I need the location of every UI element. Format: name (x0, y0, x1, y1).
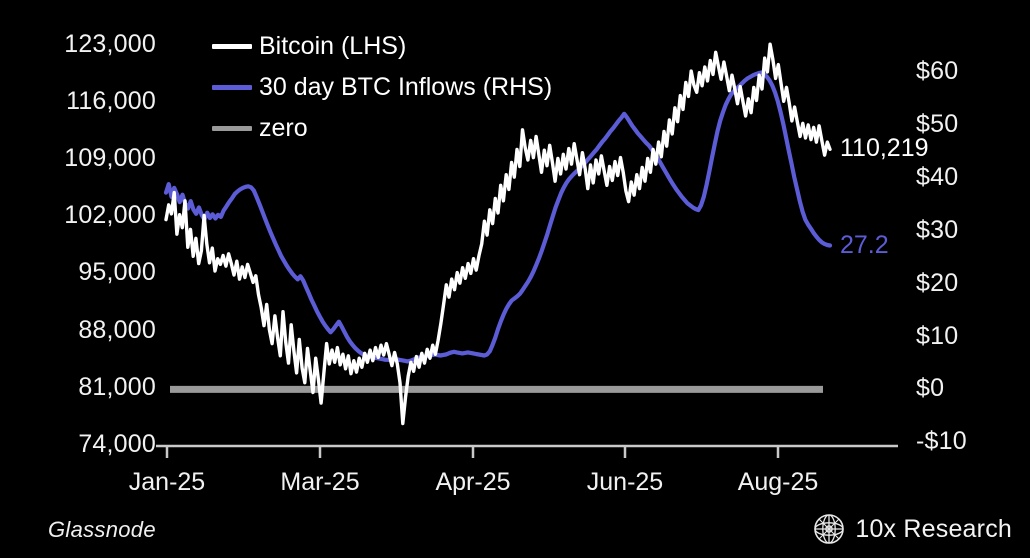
y-axis-left-tick: 102,000 (64, 201, 156, 230)
legend-item-zero[interactable]: zero (212, 108, 772, 149)
y-axis-right-tick: $0 (916, 374, 945, 403)
chart-legend: Bitcoin (LHS) 30 day BTC Inflows (RHS) z… (212, 26, 772, 149)
legend-swatch-zero (212, 126, 252, 131)
y-axis-right-tick: $10 (916, 321, 959, 350)
x-axis-tick: Mar-25 (280, 468, 360, 496)
globe-icon (814, 514, 845, 544)
brand-name: 10x Research (855, 514, 1012, 543)
data-source-label: Glassnode (48, 517, 156, 542)
y-axis-right-tick: $20 (916, 268, 959, 297)
series-line-inflows (163, 70, 833, 364)
y-axis-left-tick: 74,000 (78, 429, 156, 458)
y-axis-left-tick: 109,000 (64, 144, 156, 173)
legend-label-bitcoin: Bitcoin (LHS) (259, 32, 407, 60)
annotation-inflows-last-value: 27.2 (840, 230, 889, 259)
legend-item-inflows[interactable]: 30 day BTC Inflows (RHS) (212, 67, 772, 108)
y-axis-left-tick: 95,000 (78, 258, 156, 287)
y-axis-right-tick: $40 (916, 162, 959, 191)
x-axis-tick: Jan-25 (128, 468, 206, 496)
x-axis-tick: Jun-25 (586, 468, 664, 496)
legend-swatch-bitcoin (212, 44, 252, 49)
y-axis-right-tick: $60 (916, 57, 959, 85)
y-axis-left-tick: 88,000 (78, 315, 156, 344)
y-axis-left-tick: 81,000 (78, 372, 156, 401)
x-axis-tick: Apr-25 (435, 468, 511, 496)
legend-label-zero: zero (259, 114, 308, 142)
brand-logo: 10x Research (813, 513, 1012, 545)
y-axis-right-tick: $30 (916, 215, 959, 244)
annotation-bitcoin-last-value: 110,219 (840, 134, 929, 163)
legend-label-inflows: 30 day BTC Inflows (RHS) (259, 73, 553, 101)
legend-swatch-inflows (212, 85, 252, 90)
y-axis-right-tick: -$10 (916, 427, 967, 456)
y-axis-right-tick: $50 (916, 109, 959, 138)
legend-item-bitcoin[interactable]: Bitcoin (LHS) (212, 26, 772, 67)
x-axis (156, 444, 898, 458)
x-axis-tick: Aug-25 (737, 468, 819, 496)
y-axis-left-tick: 116,000 (66, 87, 156, 116)
y-axis-left-tick: 123,000 (64, 30, 156, 58)
series-line-bitcoin (164, 42, 832, 426)
